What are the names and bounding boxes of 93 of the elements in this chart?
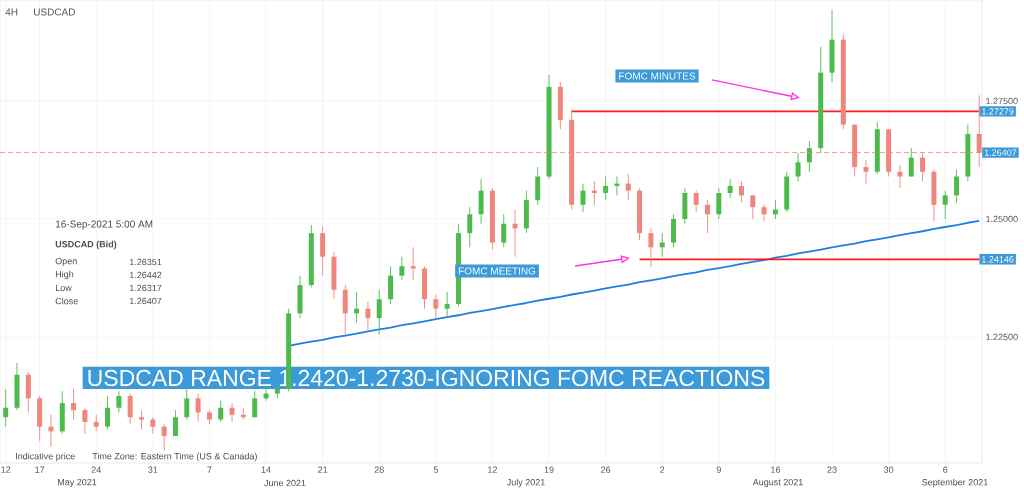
x-tick-label: 12 <box>488 466 497 473</box>
data-label: 1.27279 <box>982 108 1014 115</box>
x-tick-label: 31 <box>148 466 158 473</box>
candlestick <box>388 265 394 305</box>
annotation: 1.26407 <box>129 297 162 305</box>
candlestick <box>625 173 631 201</box>
annotation: 1.26442 <box>129 271 162 279</box>
annotation: Close <box>55 297 78 305</box>
candlestick <box>3 388 9 428</box>
x-tick-label: 26 <box>601 466 611 473</box>
y-tick-label: 1.22500 <box>986 333 1018 341</box>
candlestick <box>648 227 654 268</box>
candlestick <box>25 371 31 413</box>
x-tick-label: 19 <box>544 466 554 473</box>
text: June 2021 <box>264 479 306 487</box>
candlestick <box>444 291 450 317</box>
annotation: 1.26317 <box>129 284 162 292</box>
candlestick <box>252 390 258 418</box>
candlestick <box>184 388 190 421</box>
candlestick <box>127 393 133 425</box>
data-label: 1.24146 <box>982 256 1014 263</box>
candlestick <box>603 176 609 201</box>
x-tick-label: 2 <box>660 466 665 473</box>
candlestick <box>535 166 541 206</box>
text: USDCAD <box>33 8 75 16</box>
annotation: Open <box>55 257 77 267</box>
candlestick <box>229 402 235 423</box>
candlestick <box>433 294 439 319</box>
candlestick <box>71 388 77 421</box>
candlestick <box>320 225 326 277</box>
x-tick-label: 7 <box>207 466 212 473</box>
candlestick <box>478 178 484 225</box>
candlestick <box>750 194 756 220</box>
text: 4H <box>5 8 18 16</box>
annotation: 1.26351 <box>129 258 162 266</box>
candlestick <box>116 390 122 413</box>
candlestick <box>908 147 914 177</box>
candlestick <box>195 393 201 423</box>
candlestick <box>172 409 178 437</box>
x-tick-label: 28 <box>374 466 384 473</box>
annotation: 16-Sep-2021 5:00 AM <box>55 220 153 230</box>
text: July 2021 <box>506 478 545 488</box>
x-tick-label: 14 <box>261 466 271 473</box>
annotation: Indicative price <box>16 452 75 462</box>
ref-line-label: 1.26407 <box>984 149 1017 156</box>
x-tick-label: 12 <box>1 466 11 473</box>
candlestick <box>920 152 926 182</box>
annotation: Low <box>55 284 72 292</box>
x-tick-label: 23 <box>827 466 837 473</box>
candlestick <box>139 409 144 430</box>
candlestick <box>161 423 167 451</box>
candlestick <box>501 213 507 248</box>
candlestick <box>806 140 812 173</box>
x-tick-label: 24 <box>91 466 101 473</box>
candlestick <box>467 206 473 248</box>
annotation: FOMC MEETING <box>458 267 536 275</box>
candlestick <box>942 190 948 220</box>
candlestick <box>105 395 111 430</box>
candlestick <box>342 284 348 336</box>
x-tick-label: 9 <box>716 466 721 473</box>
candlestick <box>365 301 371 331</box>
candlestick <box>705 199 710 234</box>
y-tick-label: 1.27500 <box>986 97 1018 105</box>
candlestick <box>580 183 586 213</box>
candlestick <box>897 164 903 189</box>
candlestick <box>954 168 960 203</box>
x-tick-label: 17 <box>35 466 45 473</box>
text: August 2021 <box>752 478 803 488</box>
candlestick <box>399 256 405 281</box>
annotation: FOMC MINUTES <box>619 72 696 80</box>
candlestick <box>716 187 722 220</box>
x-tick-label: 30 <box>883 466 894 473</box>
candlestick <box>738 180 744 203</box>
candlestick <box>795 152 801 182</box>
annotation: High <box>55 270 74 280</box>
candlestick <box>82 407 88 435</box>
text: May 2021 <box>57 478 97 488</box>
x-tick-label: 5 <box>433 466 438 473</box>
x-tick-label: 16 <box>771 466 781 473</box>
candlestick <box>761 204 767 222</box>
candlestick <box>863 159 869 185</box>
candlestick <box>671 213 677 248</box>
annotation: Time Zone: Eastern Time (US & Canada) <box>92 452 257 462</box>
text: September 2021 <box>922 478 988 488</box>
candlestick <box>727 178 733 199</box>
candlestick <box>410 246 416 281</box>
candlestick <box>376 289 382 336</box>
y-tick-label: 1.25000 <box>986 215 1018 223</box>
candlestick <box>218 400 224 423</box>
candlestick <box>693 190 699 213</box>
annotation: USDCAD (Bid) <box>55 240 117 250</box>
x-tick-label: 6 <box>943 466 948 473</box>
x-tick-label: 21 <box>318 466 328 473</box>
